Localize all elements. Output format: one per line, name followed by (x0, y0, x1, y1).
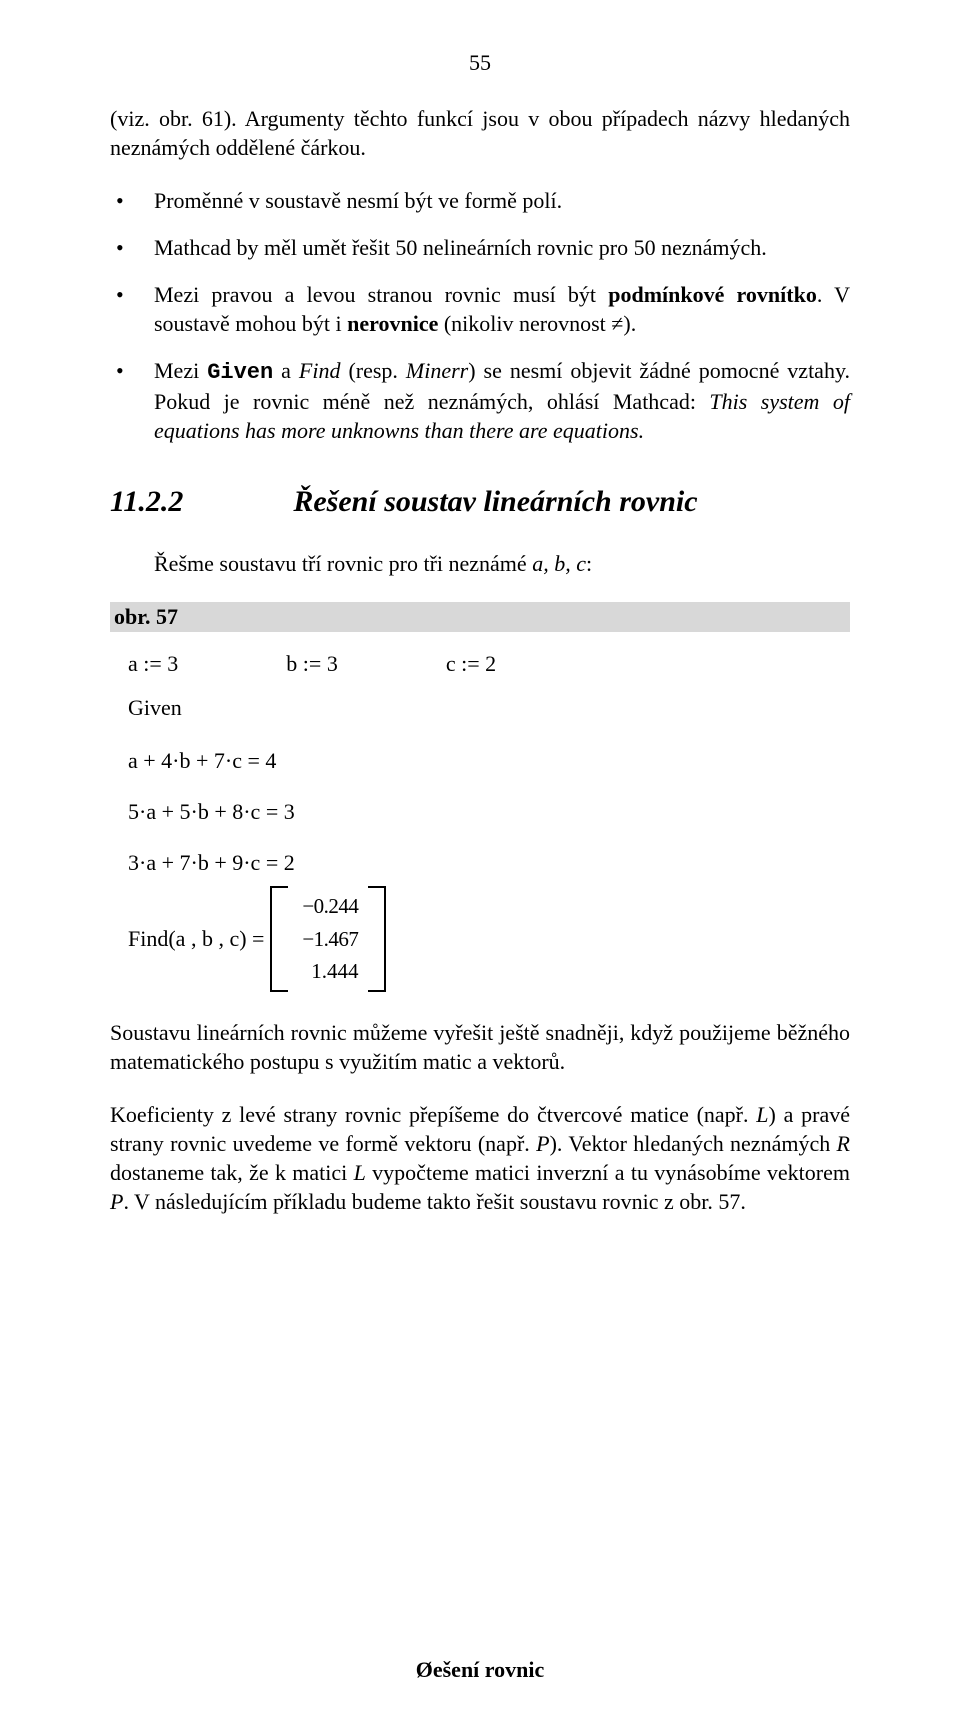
vector-value: 1.444 (296, 955, 360, 988)
assign-b: b := 3 (286, 646, 338, 681)
math-block: a := 3 b := 3 c := 2 Given a + 4·b + 7·c… (110, 642, 850, 992)
text: Mezi (154, 358, 207, 383)
italic-text: P (110, 1189, 123, 1214)
text: a (273, 358, 299, 383)
bullet-item: Proměnné v soustavě nesmí být ve formě p… (110, 186, 850, 215)
figure-label: obr. 57 (110, 602, 850, 632)
bold-text: podmínkové rovnítko (608, 282, 817, 307)
bullet-item: Mathcad by měl umět řešit 50 nelineárníc… (110, 233, 850, 262)
text: (resp. (340, 358, 405, 383)
find-lhs: Find(a , b , c) = (128, 921, 264, 956)
bold-text: nerovnice (347, 311, 438, 336)
text: Koeficienty z levé strany rovnic přepíše… (110, 1102, 756, 1127)
italic-text: Minerr (406, 358, 468, 383)
italic-text: a, b, c (532, 551, 586, 576)
page-number: 55 (110, 50, 850, 76)
italic-text: R (837, 1131, 850, 1156)
bracket-left-icon (270, 886, 288, 992)
vector-value: −1.467 (296, 923, 360, 956)
text: ). Vektor hledaných neznámých (550, 1131, 837, 1156)
italic-text: L (354, 1160, 366, 1185)
text: Mezi pravou a levou stranou rovnic musí … (154, 282, 608, 307)
section-heading: 11.2.2 Řešení soustav lineárních rovnic (110, 485, 850, 519)
text: . V následujícím příkladu budeme takto ř… (123, 1189, 745, 1214)
equation: a + 4·b + 7·c = 4 (128, 743, 850, 778)
equation: 5·a + 5·b + 8·c = 3 (128, 794, 850, 829)
vector-value: −0.244 (296, 890, 360, 923)
find-result: Find(a , b , c) = −0.244 −1.467 1.444 (128, 886, 850, 992)
bullet-list: Proměnné v soustavě nesmí být ve formě p… (110, 186, 850, 445)
mono-text: Given (207, 360, 273, 385)
para-matrix: Soustavu lineárních rovnic můžeme vyřeši… (110, 1018, 850, 1076)
vector-column: −0.244 −1.467 1.444 (294, 886, 362, 992)
intro-para: (viz. obr. 61). Argumenty těchto funkcí … (110, 104, 850, 162)
page: 55 (viz. obr. 61). Argumenty těchto funk… (0, 0, 960, 1719)
italic-text: P (536, 1131, 549, 1156)
assign-c: c := 2 (446, 646, 496, 681)
text: vypočteme matici inverzní a tu vynásobím… (366, 1160, 850, 1185)
text: Řešme soustavu tří rovnic pro tři neznám… (154, 551, 532, 576)
assign-a: a := 3 (128, 646, 178, 681)
section-title: Řešení soustav lineárních rovnic (293, 485, 850, 519)
italic-text: Find (299, 358, 341, 383)
bullet-item: Mezi Given a Find (resp. Minerr) se nesm… (110, 356, 850, 445)
bracket-right-icon (368, 886, 386, 992)
para-coeff: Koeficienty z levé strany rovnic přepíše… (110, 1100, 850, 1216)
equation: 3·a + 7·b + 9·c = 2 (128, 845, 850, 880)
reseme-para: Řešme soustavu tří rovnic pro tři neznám… (154, 549, 850, 578)
page-footer: Øešení rovnic (0, 1657, 960, 1683)
text: : (586, 551, 592, 576)
given-keyword: Given (128, 690, 850, 725)
assign-row: a := 3 b := 3 c := 2 (128, 642, 850, 685)
italic-text: L (756, 1102, 768, 1127)
text: dostaneme tak, že k matici (110, 1160, 354, 1185)
text: (nikoliv nerovnost ≠). (438, 311, 636, 336)
section-number: 11.2.2 (110, 485, 183, 519)
bullet-item: Mezi pravou a levou stranou rovnic musí … (110, 280, 850, 338)
